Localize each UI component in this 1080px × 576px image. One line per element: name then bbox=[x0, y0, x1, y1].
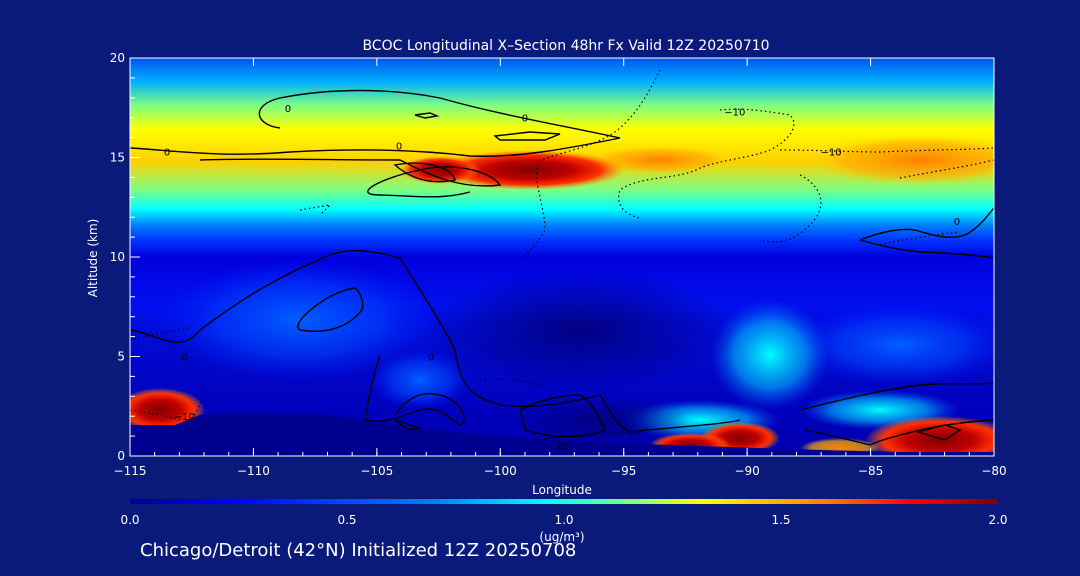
x-tick-label: −80 bbox=[981, 464, 1006, 478]
colorbar-ticks: 0.0 0.5 1.0 1.5 2.0 bbox=[120, 513, 1007, 527]
y-axis: 0 5 10 15 20 bbox=[110, 51, 140, 463]
chart-title: BCOC Longitudinal X–Section 48hr Fx Vali… bbox=[362, 38, 769, 54]
y-tick-label: 15 bbox=[110, 151, 125, 165]
x-tick-label: −100 bbox=[484, 464, 517, 478]
colorbar-tick-label: 1.0 bbox=[554, 513, 573, 527]
x-axis: −115 −110 −105 −100 −95 −90 −85 −80 bbox=[114, 58, 1007, 478]
contour-label: 0 bbox=[285, 104, 291, 115]
y-tick-label: 5 bbox=[117, 350, 125, 364]
colorbar-unit-label: (ug/m³) bbox=[539, 530, 584, 544]
contour-labels: 0 0 0 0 0 0 0 −10 −10 −10 10 bbox=[164, 104, 960, 453]
colorbar-tick-label: 0.0 bbox=[120, 513, 139, 527]
colorbar bbox=[130, 499, 998, 504]
colorbar-tick-label: 2.0 bbox=[988, 513, 1007, 527]
x-tick-label: −90 bbox=[734, 464, 759, 478]
y-axis-label: Altitude (km) bbox=[86, 219, 100, 298]
contour-label: −10 bbox=[174, 412, 195, 423]
x-tick-label: −105 bbox=[360, 464, 393, 478]
y-tick-label: 0 bbox=[117, 449, 125, 463]
x-tick-label: −85 bbox=[858, 464, 883, 478]
contour-label: 0 bbox=[954, 217, 960, 228]
contour-label: −10 bbox=[821, 148, 842, 159]
y-tick-label: 10 bbox=[110, 250, 125, 264]
colorbar-tick-label: 1.5 bbox=[771, 513, 790, 527]
contour-label: 0 bbox=[164, 148, 170, 159]
contour-label: 0 bbox=[428, 353, 434, 364]
y-tick-label: 20 bbox=[110, 51, 125, 65]
heatmap-field: 0 0 0 0 0 0 0 −10 −10 −10 10 bbox=[130, 58, 994, 456]
footer-caption: Chicago/Detroit (42°N) Initialized 12Z 2… bbox=[140, 540, 577, 561]
colorbar-tick-label: 0.5 bbox=[337, 513, 356, 527]
contour-label: 0 bbox=[522, 114, 528, 125]
x-axis-label: Longitude bbox=[532, 483, 592, 497]
contour-label: 0 bbox=[181, 353, 187, 364]
x-tick-label: −110 bbox=[237, 464, 270, 478]
contour-label: −10 bbox=[724, 108, 745, 119]
x-tick-label: −95 bbox=[611, 464, 636, 478]
contour-label: 0 bbox=[396, 142, 402, 153]
contour-label: 10 bbox=[556, 442, 569, 453]
x-tick-label: −115 bbox=[114, 464, 147, 478]
